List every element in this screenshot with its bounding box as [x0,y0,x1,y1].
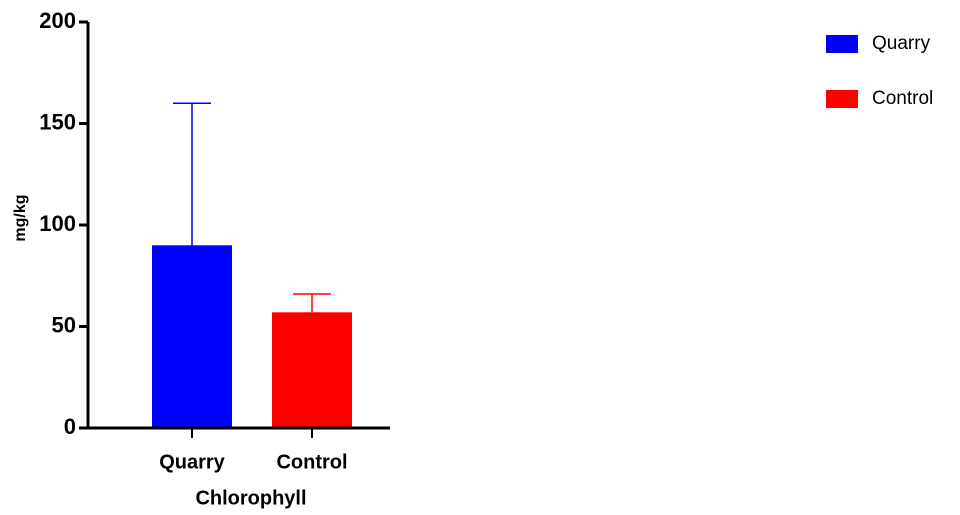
bar [272,312,352,427]
x-tick-label: Control [276,451,347,473]
x-tick-label: Quarry [159,451,225,473]
legend-swatch [826,35,858,53]
y-tick-label: 50 [52,312,76,337]
legend-swatch [826,90,858,108]
y-tick-label: 100 [39,211,76,236]
legend-label: Quarry [872,33,931,54]
y-axis-label: mg/kg [12,194,29,241]
bar [152,245,232,427]
x-axis-label: Chlorophyll [195,487,306,509]
y-tick-label: 0 [64,414,76,439]
legend-label: Control [872,88,933,109]
y-tick-label: 200 [39,8,76,33]
y-tick-label: 150 [39,109,76,134]
